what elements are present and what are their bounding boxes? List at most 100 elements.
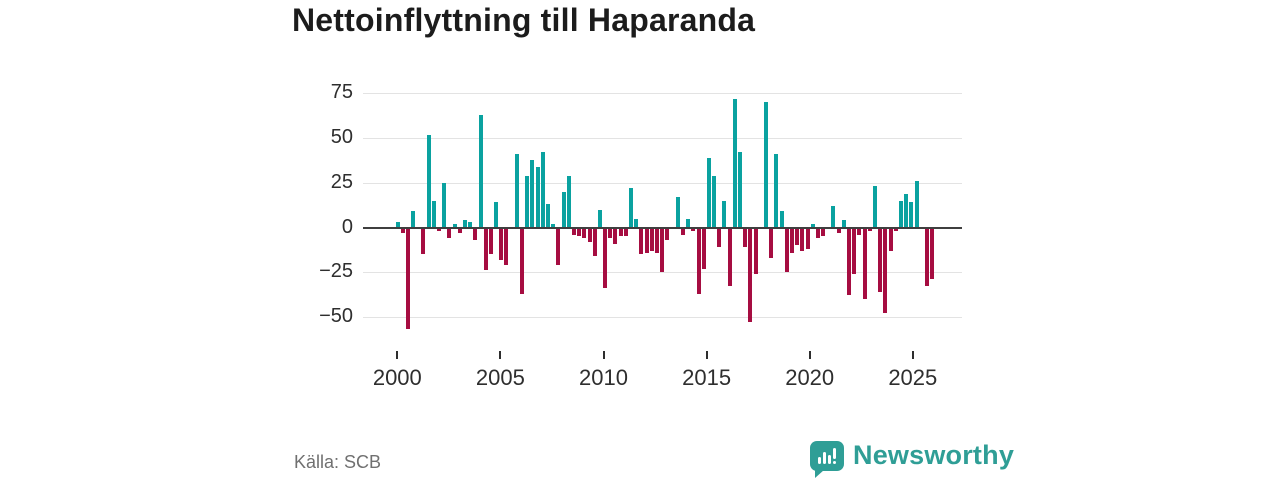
bar-quarter-31 [556, 227, 561, 266]
bar-quarter-8 [437, 227, 442, 232]
bar-quarter-99 [909, 202, 914, 228]
bar-quarter-11 [452, 223, 457, 228]
bar-quarter-66 [738, 152, 743, 228]
bar-quarter-89 [857, 227, 862, 235]
bar-quarter-56 [686, 218, 691, 228]
x-axis-tick [911, 351, 914, 359]
bar-quarter-75 [784, 227, 789, 273]
x-axis-tick [499, 351, 502, 359]
bar-quarter-80 [810, 223, 815, 228]
bar-quarter-37 [587, 227, 592, 242]
bar-quarter-33 [566, 175, 571, 228]
bar-quarter-3 [411, 211, 416, 228]
bar-quarter-52 [665, 227, 670, 240]
bar-quarter-60 [706, 157, 711, 228]
bar-quarter-19 [494, 202, 499, 228]
exclamation-glyph [833, 447, 836, 464]
bar-quarter-61 [712, 175, 717, 228]
bar-quarter-10 [447, 227, 452, 239]
bar-quarter-50 [655, 227, 659, 253]
x-axis-tick [705, 351, 708, 359]
bar-quarter-38 [592, 227, 597, 257]
bar-quarter-1 [400, 227, 405, 233]
bar-quarter-47 [639, 227, 644, 255]
bar-quarter-12 [457, 227, 462, 233]
bar-quarter-103 [930, 227, 935, 280]
bar-quarter-51 [660, 227, 665, 273]
bar-quarter-76 [789, 227, 794, 253]
bar-quarter-93 [878, 227, 883, 292]
bar-quarter-43 [618, 227, 623, 237]
bar-quarter-62 [717, 227, 722, 248]
bar-quarter-41 [608, 227, 613, 239]
bar-quarter-72 [769, 227, 774, 258]
bar-quarter-95 [888, 227, 893, 251]
bar-quarter-79 [805, 227, 810, 249]
bar-quarter-6 [426, 134, 431, 228]
bar-quarter-92 [872, 186, 877, 228]
bar-quarter-102 [924, 227, 929, 287]
bar-quarter-2 [405, 227, 410, 330]
bar-quarter-87 [847, 227, 852, 296]
bar-quarter-65 [732, 98, 737, 228]
bar-quarter-90 [862, 227, 867, 299]
y-axis-tick-label: 75 [330, 81, 353, 104]
x-axis-tick-label: 2015 [682, 365, 732, 390]
bar-quarter-25 [525, 175, 530, 228]
x-axis-tick-label: 2025 [888, 365, 938, 390]
bar-quarter-45 [629, 188, 634, 228]
bar-quarter-7 [431, 200, 436, 228]
bar-quarter-30 [551, 223, 556, 228]
bar-quarter-42 [613, 227, 618, 244]
bar-quarter-15 [473, 227, 478, 240]
bar-quarter-14 [468, 222, 473, 228]
bar-quarter-84 [831, 206, 836, 228]
mini-bar-1 [818, 456, 821, 464]
bar-quarter-23 [514, 154, 519, 228]
bar-quarter-64 [727, 227, 732, 287]
bar-quarter-28 [540, 152, 545, 228]
bar-quarter-27 [535, 166, 540, 228]
bar-quarter-54 [675, 197, 680, 228]
bar-quarter-13 [462, 220, 467, 228]
x-axis-tick [396, 351, 399, 359]
bar-quarter-77 [795, 227, 800, 246]
bar-quarter-82 [821, 227, 826, 237]
bar-quarter-34 [571, 227, 576, 235]
mini-bar-3 [828, 454, 831, 464]
bar-quarter-36 [582, 227, 587, 239]
bar-quarter-96 [893, 227, 898, 232]
bar-quarter-16 [478, 114, 483, 228]
bar-quarter-57 [691, 227, 696, 232]
x-axis-tick-label: 2020 [785, 365, 835, 390]
gridline [363, 182, 962, 184]
x-axis-tick-label: 2005 [475, 365, 525, 390]
bar-quarter-69 [753, 227, 758, 274]
source-label: Källa: SCB [294, 452, 382, 472]
bar-quarter-0 [395, 222, 400, 228]
gridline [363, 272, 962, 274]
bar-quarter-39 [597, 209, 602, 228]
bar-quarter-18 [488, 227, 493, 255]
bar-quarter-81 [815, 227, 820, 239]
chart-title: Nettoinflyttning till Haparanda [292, 2, 756, 38]
bar-quarter-40 [603, 227, 608, 289]
bar-chart-plot-area: 75 50 25 0 −25 −50 2000 2005 2010 2015 2020 2025 [319, 81, 962, 390]
y-axis-tick-label: 0 [341, 215, 353, 238]
bar-quarter-58 [696, 227, 701, 294]
bar-quarter-24 [520, 227, 525, 294]
bar-quarter-98 [904, 193, 909, 228]
newsworthy-bar-chart-speech-bubble-icon [810, 440, 844, 478]
bar-quarter-68 [748, 227, 753, 323]
x-axis-tick-label: 2010 [579, 365, 628, 390]
bar-quarter-20 [499, 227, 504, 260]
bar-quarter-78 [800, 227, 805, 251]
bar-quarter-32 [561, 191, 566, 228]
bar-quarter-55 [680, 227, 685, 235]
bar-quarter-91 [867, 227, 872, 232]
bar-quarter-48 [644, 227, 649, 253]
bar-quarter-5 [421, 227, 426, 255]
bar-quarter-74 [779, 211, 784, 228]
y-axis-tick-label: 25 [330, 170, 353, 193]
